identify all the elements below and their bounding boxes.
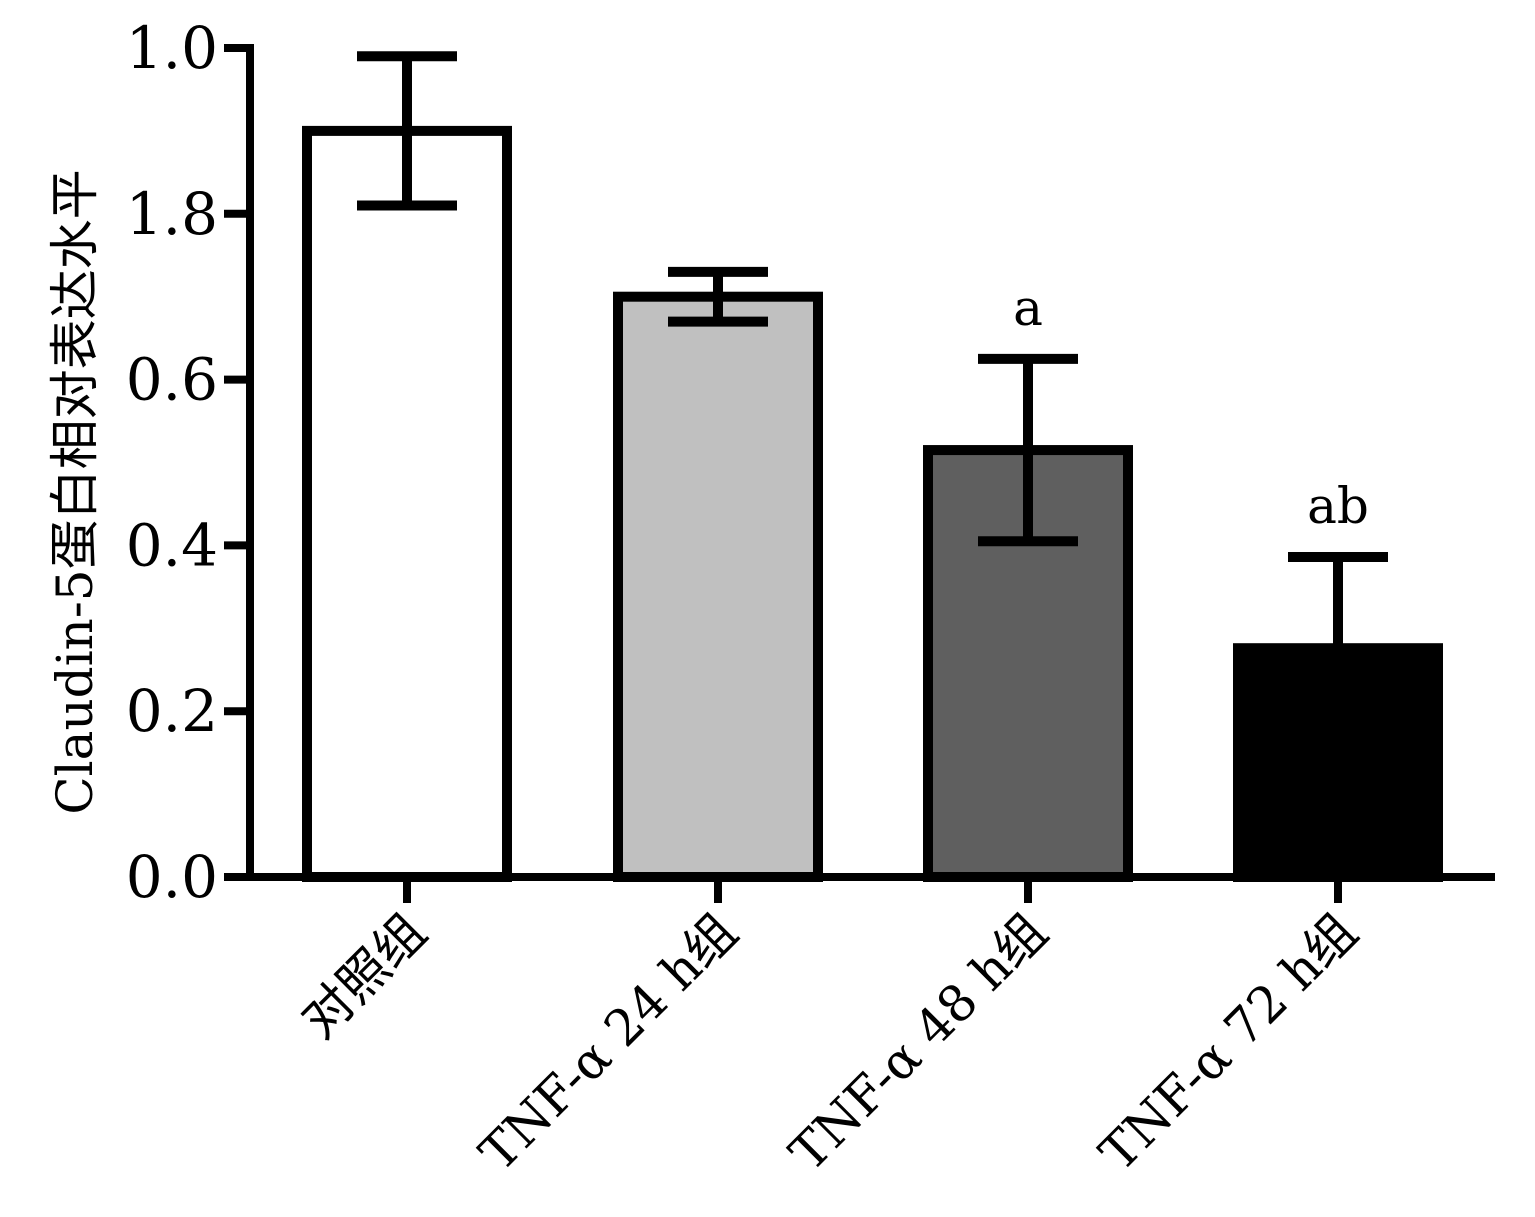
y-tick-label: 0.2 [126,677,218,745]
y-tick-label: 0.4 [126,511,218,579]
significance-label: a [1013,279,1043,337]
y-tick-label: 1.8 [126,180,218,248]
y-tick-label: 0.0 [126,843,218,911]
bar [613,291,823,882]
x-tick-label: 对照组 [290,902,437,1049]
y-tick-label: 1.0 [126,14,218,82]
x-tick-label: TNF-α 48 h组 [779,902,1059,1182]
significance-label: ab [1307,477,1369,535]
x-tick-label: TNF-α 24 h组 [469,902,749,1182]
bar [302,125,512,882]
bar [1233,643,1443,882]
x-tick-label: TNF-α 72 h组 [1089,902,1369,1182]
y-axis-label: Claudin-5蛋白相对表达水平 [46,169,104,814]
y-tick-label: 0.6 [126,346,218,414]
